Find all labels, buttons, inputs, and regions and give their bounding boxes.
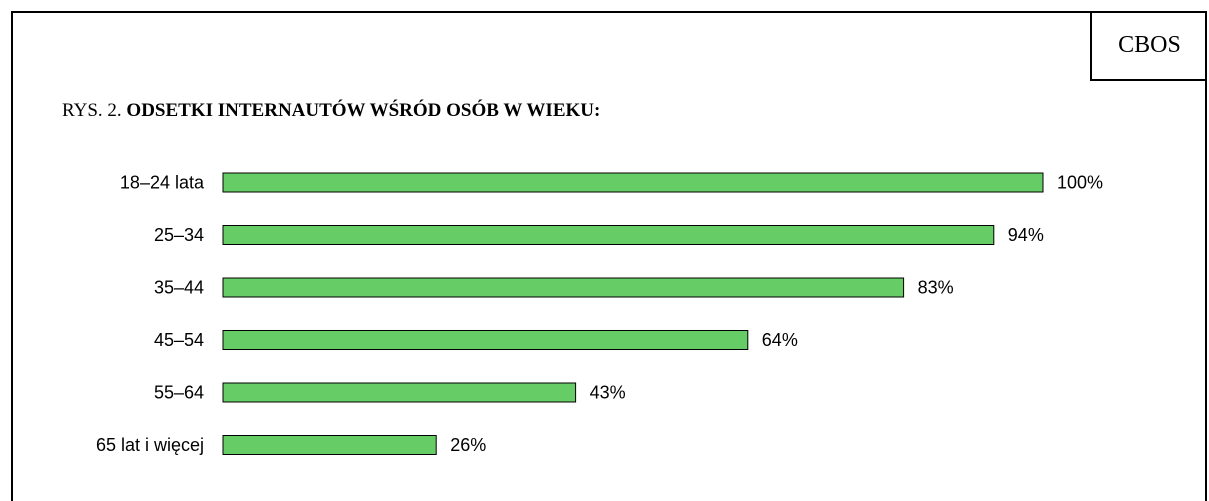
value-label: 83% [918,278,954,298]
value-label: 100% [1057,173,1103,193]
chart-title: RYS. 2. ODSETKI INTERNAUTÓW WŚRÓD OSÓB W… [62,100,600,122]
category-label: 45–54 [154,330,204,350]
category-label: 35–44 [154,278,204,298]
value-label: 26% [450,435,486,455]
category-label: 65 lat i więcej [96,435,204,455]
category-label: 18–24 lata [120,173,205,193]
bar [222,330,749,350]
bar [222,382,577,403]
value-label: 64% [762,330,798,350]
source-badge: CBOS [1090,11,1207,81]
category-label: 25–34 [154,225,204,245]
title-main: ODSETKI INTERNAUTÓW WŚRÓD OSÓB W WIEKU: [126,100,601,121]
figure-frame [11,11,1207,501]
value-label: 94% [1008,225,1044,245]
value-label: 43% [590,383,626,403]
title-prefix: RYS. 2. [62,100,122,121]
bar [222,225,995,245]
bar [222,277,905,298]
bar [222,435,437,455]
category-label: 55–64 [154,383,204,403]
bar [222,172,1044,193]
